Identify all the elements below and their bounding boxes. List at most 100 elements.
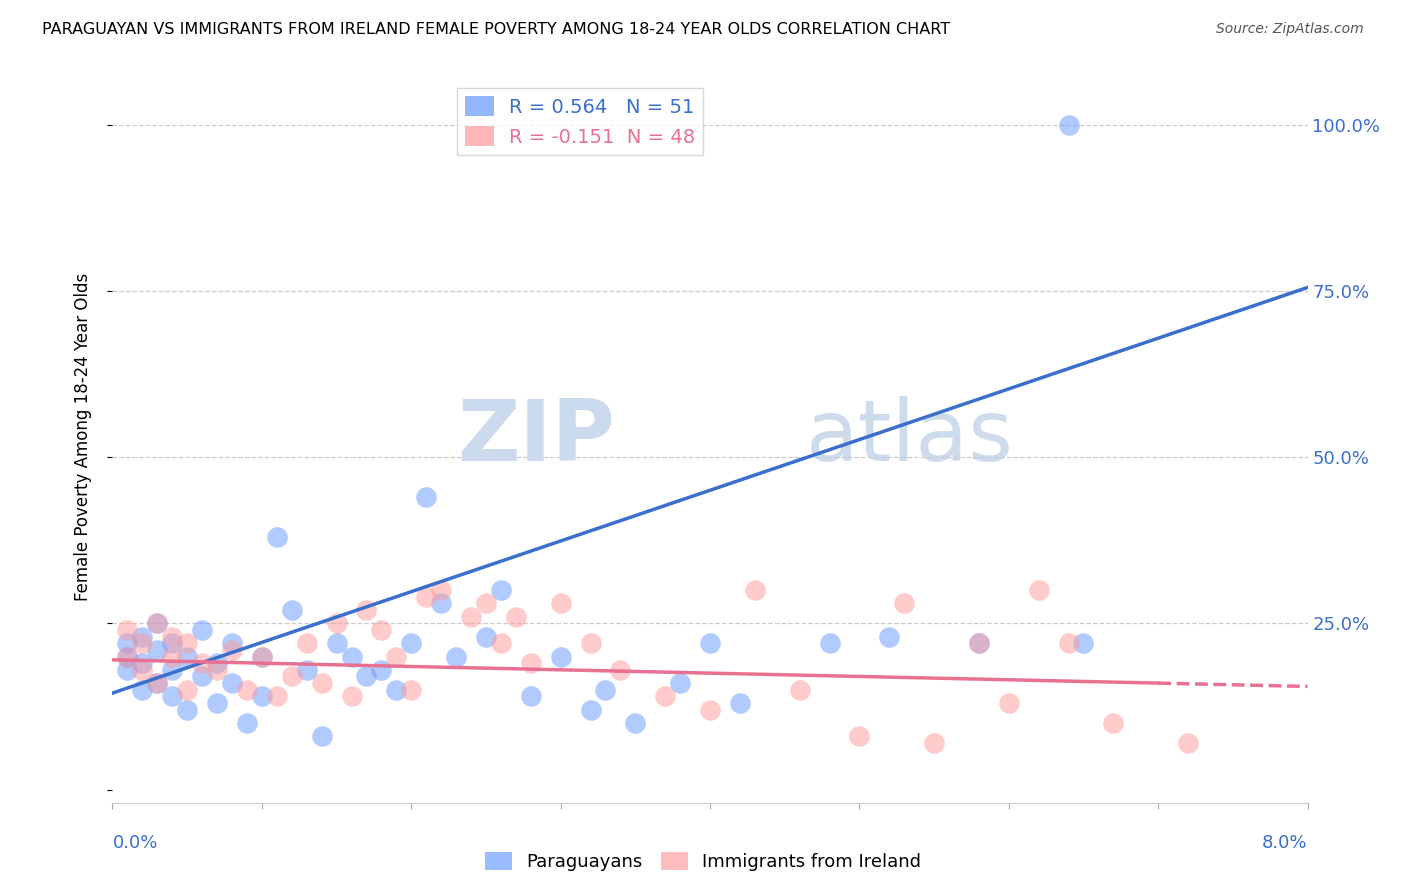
Point [550, 649, 572, 664]
Point [162, 649, 183, 664]
Legend: Paraguayans, Immigrants from Ireland: Paraguayans, Immigrants from Ireland [478, 845, 928, 879]
Y-axis label: Female Poverty Among 18-24 Year Olds: Female Poverty Among 18-24 Year Olds [73, 273, 91, 601]
Point [117, 636, 139, 650]
Point [266, 690, 288, 704]
Point [489, 582, 512, 597]
Point [444, 649, 467, 664]
Text: 0.0%: 0.0% [112, 834, 157, 852]
Point [311, 729, 333, 743]
Point [430, 596, 453, 610]
Point [401, 636, 423, 650]
Point [191, 656, 214, 670]
Point [579, 703, 602, 717]
Point [295, 663, 318, 677]
Point [162, 630, 183, 644]
Point [205, 656, 228, 670]
Point [176, 636, 198, 650]
Point [818, 636, 841, 650]
Point [1177, 736, 1199, 750]
Text: 8.0%: 8.0% [1263, 834, 1308, 852]
Point [176, 682, 198, 697]
Point [415, 490, 437, 504]
Point [356, 669, 378, 683]
Point [131, 682, 153, 697]
Point [131, 636, 153, 650]
Point [340, 649, 363, 664]
Point [385, 649, 408, 664]
Point [325, 636, 347, 650]
Point [520, 690, 543, 704]
Point [699, 703, 721, 717]
Point [922, 736, 945, 750]
Point [117, 663, 139, 677]
Point [325, 616, 347, 631]
Point [176, 703, 198, 717]
Point [131, 656, 153, 670]
Point [250, 649, 273, 664]
Point [520, 656, 543, 670]
Point [550, 596, 572, 610]
Point [117, 623, 139, 637]
Point [146, 676, 169, 690]
Point [997, 696, 1019, 710]
Point [146, 676, 169, 690]
Text: Source: ZipAtlas.com: Source: ZipAtlas.com [1216, 22, 1364, 37]
Point [967, 636, 990, 650]
Point [654, 690, 676, 704]
Point [191, 669, 214, 683]
Point [131, 663, 153, 677]
Point [117, 649, 139, 664]
Point [624, 716, 647, 731]
Point [146, 616, 169, 631]
Point [266, 530, 288, 544]
Point [236, 682, 259, 697]
Point [489, 636, 512, 650]
Point [221, 643, 243, 657]
Point [1057, 118, 1080, 132]
Point [1028, 582, 1050, 597]
Point [221, 676, 243, 690]
Point [131, 630, 153, 644]
Point [117, 649, 139, 664]
Point [669, 676, 692, 690]
Point [162, 663, 183, 677]
Point [340, 690, 363, 704]
Point [1073, 636, 1095, 650]
Point [221, 636, 243, 650]
Point [205, 663, 228, 677]
Point [370, 663, 392, 677]
Text: atlas: atlas [806, 395, 1014, 479]
Point [415, 590, 437, 604]
Point [475, 630, 498, 644]
Point [250, 649, 273, 664]
Point [609, 663, 631, 677]
Point [579, 636, 602, 650]
Point [205, 696, 228, 710]
Point [281, 603, 304, 617]
Point [162, 636, 183, 650]
Legend: R = 0.564   N = 51, R = -0.151  N = 48: R = 0.564 N = 51, R = -0.151 N = 48 [457, 88, 703, 154]
Point [848, 729, 870, 743]
Point [475, 596, 498, 610]
Point [250, 690, 273, 704]
Point [595, 682, 617, 697]
Point [1102, 716, 1125, 731]
Point [460, 609, 482, 624]
Point [1057, 636, 1080, 650]
Point [191, 623, 214, 637]
Point [877, 630, 900, 644]
Point [401, 682, 423, 697]
Point [146, 643, 169, 657]
Point [699, 636, 721, 650]
Point [356, 603, 378, 617]
Point [893, 596, 915, 610]
Point [385, 682, 408, 697]
Point [728, 696, 751, 710]
Point [176, 649, 198, 664]
Point [146, 616, 169, 631]
Point [789, 682, 811, 697]
Point [311, 676, 333, 690]
Point [162, 690, 183, 704]
Point [744, 582, 766, 597]
Point [430, 582, 453, 597]
